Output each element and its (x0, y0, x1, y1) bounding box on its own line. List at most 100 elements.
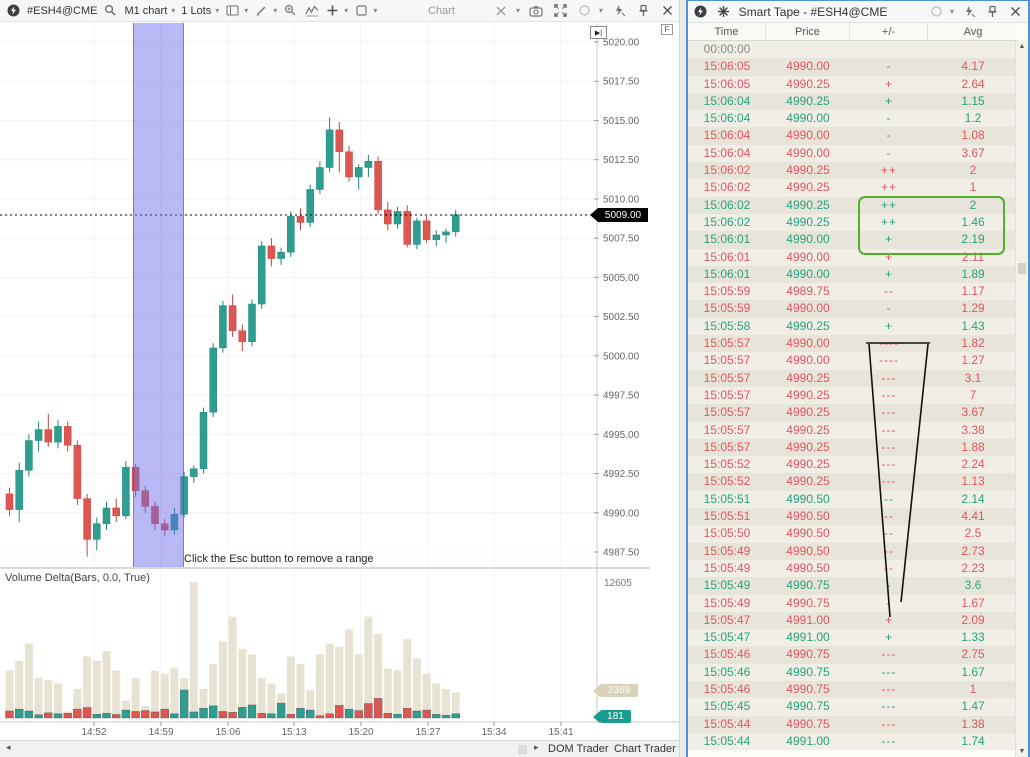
tape-row[interactable]: 15:05:49 4990.50 -- 2.73 (688, 542, 1018, 560)
tape-row[interactable]: 15:05:52 4990.25 --- 1.13 (688, 473, 1018, 491)
lots-selector[interactable]: 1 Lots (181, 4, 212, 17)
tape-row[interactable]: 15:06:02 4990.25 ++ 1.46 (688, 213, 1018, 232)
timeframe-selector[interactable]: M1 chart (124, 4, 168, 17)
trade-avg: 2.5 (964, 526, 982, 541)
tape-row[interactable]: 15:05:57 4990.25 --- 1.88 (688, 438, 1018, 457)
search-icon[interactable] (103, 3, 118, 18)
tape-row[interactable]: 15:05:46 4990.75 --- 2.75 (688, 646, 1018, 664)
tape-row[interactable]: 15:05:44 4990.75 --- 1.38 (688, 715, 1018, 733)
hotkeys-icon[interactable] (612, 3, 627, 18)
chevron-down-icon[interactable]: ▾ (244, 6, 249, 15)
tape-row[interactable]: 15:06:05 4990.25 +2.64 (688, 75, 1018, 93)
column-header-avg[interactable]: Avg (963, 25, 983, 38)
tape-row[interactable]: 15:05:57 4990.00 ---- 1.27 (688, 352, 1018, 370)
svg-text:15:27: 15:27 (415, 727, 440, 738)
chevron-down-icon[interactable]: ▾ (949, 7, 954, 16)
tape-row[interactable]: 15:06:04 4990.00 - 1.2 (688, 110, 1018, 128)
tape-row[interactable]: 15:06:02 4990.25 ++ 2 (688, 196, 1018, 214)
settings-asterisk-icon[interactable] (716, 4, 731, 19)
tape-row[interactable]: 15:05:49 4990.75 - 1.67 (688, 594, 1018, 612)
chevron-down-icon[interactable]: ▾ (171, 6, 176, 15)
tape-row[interactable]: 15:05:57 4990.25 --- 3.1 (688, 369, 1018, 387)
tape-row[interactable]: 15:05:57 4990.25 --- 7 (688, 386, 1018, 405)
link-channel-icon[interactable] (577, 3, 592, 18)
close-icon[interactable] (660, 3, 675, 18)
indicators-icon[interactable] (304, 3, 319, 18)
tape-row[interactable]: 15:05:46 4990.75 --- 1 (688, 680, 1018, 699)
tape-row[interactable]: 15:05:58 4990.25 +1.43 (688, 317, 1018, 336)
screenshot-camera-icon[interactable] (529, 3, 544, 18)
trade-direction: --- (881, 457, 897, 472)
favorites-badge[interactable]: F (661, 24, 673, 35)
chevron-down-icon[interactable]: ▾ (344, 6, 349, 15)
tape-row[interactable]: 15:05:57 4990.25 --- 3.67 (688, 404, 1018, 422)
chevron-down-icon[interactable]: ▾ (515, 6, 520, 15)
tape-row[interactable]: 15:06:04 4990.00 - 1.08 (688, 127, 1018, 145)
hotkeys-icon[interactable] (962, 4, 977, 19)
link-channel-icon[interactable] (929, 4, 944, 19)
chevron-down-icon[interactable]: ▾ (598, 6, 603, 15)
chart-style-icon[interactable] (225, 3, 240, 18)
close-icon[interactable] (1008, 4, 1023, 19)
tape-row[interactable]: 15:05:57 4990.25 --- 3.38 (688, 421, 1018, 439)
tape-row[interactable]: 15:05:59 4989.75 -- 1.17 (688, 283, 1018, 301)
tape-row[interactable]: 15:06:02 4990.25 ++ 2 (688, 162, 1018, 180)
scroll-down-arrow[interactable]: ▼ (1018, 748, 1026, 755)
tape-row[interactable]: 15:06:04 4990.25 +1.15 (688, 92, 1018, 111)
tape-row[interactable]: 00:00:00 (688, 41, 1018, 59)
tape-row[interactable]: 15:05:45 4990.75 --- 1.47 (688, 698, 1018, 716)
svg-text:4995.00: 4995.00 (603, 430, 640, 441)
tape-row[interactable]: 15:05:50 4990.50 -- 2.5 (688, 525, 1018, 543)
panel-splitter[interactable] (679, 0, 686, 757)
tape-row[interactable]: 15:05:52 4990.25 --- 2.24 (688, 456, 1018, 474)
column-header-sign[interactable]: +/- (850, 23, 928, 40)
tape-row[interactable]: 15:06:01 4990.00 +2.19 (688, 231, 1018, 249)
tape-row[interactable]: 15:05:47 4991.00 +1.33 (688, 629, 1018, 647)
tape-row[interactable]: 15:05:49 4990.50 -- 2.23 (688, 559, 1018, 578)
tape-row[interactable]: 15:05:49 4990.75 - 3.6 (688, 577, 1018, 595)
chevron-down-icon[interactable]: ▾ (215, 6, 220, 15)
column-header-price[interactable]: Price (766, 23, 850, 40)
tab-chart-trader[interactable]: Chart Trader (614, 743, 676, 755)
tape-row[interactable]: 15:06:05 4990.00 - 4.17 (688, 58, 1018, 76)
trade-price: 4990.25 (786, 370, 830, 385)
tape-row[interactable]: 15:05:47 4991.00 +2.09 (688, 611, 1018, 630)
chevron-down-icon[interactable]: ▾ (273, 6, 278, 15)
chevron-down-icon[interactable]: ▾ (373, 6, 378, 15)
tape-row[interactable]: 15:05:59 4990.00 - 1.29 (688, 300, 1018, 318)
trade-avg: 1.27 (961, 353, 985, 368)
scroll-up-arrow[interactable]: ▲ (1018, 43, 1026, 50)
pin-icon[interactable] (636, 3, 651, 18)
symbol-label[interactable]: #ESH4@CME (27, 4, 98, 17)
trade-direction: -- (884, 284, 894, 299)
jump-to-latest-button[interactable]: ▶| (590, 26, 607, 39)
selected-range-band[interactable] (133, 23, 184, 567)
volume-delta-indicator-label[interactable]: Volume Delta(Bars, 0.0, True) (5, 572, 150, 584)
scrollbar-thumb[interactable] (1018, 263, 1026, 274)
tape-row[interactable]: 15:05:51 4990.50 -- 4.41 (688, 508, 1018, 526)
scrollbar-handle[interactable] (518, 745, 527, 754)
crosshair-icon[interactable] (494, 3, 509, 18)
tape-row[interactable]: 15:06:04 4990.00 - 3.67 (688, 144, 1018, 163)
tab-dom-trader[interactable]: DOM Trader (548, 743, 609, 755)
pin-icon[interactable] (985, 4, 1000, 19)
trade-direction: -- (884, 526, 894, 541)
zoom-in-icon[interactable] (283, 3, 298, 18)
drawing-tools-icon[interactable] (254, 3, 269, 18)
tape-row[interactable]: 15:06:01 4990.00 +1.89 (688, 265, 1018, 284)
fullscreen-expand-icon[interactable] (553, 3, 568, 18)
tape-scrollbar[interactable]: ▲ ▼ (1015, 41, 1028, 757)
price-chart-canvas[interactable]: 5020.00 5017.50 5015.00 5012.50 5010.00 5007.… (0, 0, 679, 740)
tape-row[interactable]: 15:05:46 4990.75 --- 1.67 (688, 663, 1018, 681)
tape-row[interactable]: 15:05:44 4991.00 --- 1.74 (688, 732, 1018, 751)
templates-icon[interactable] (354, 3, 369, 18)
add-object-icon[interactable] (325, 3, 340, 18)
scroll-left-arrow[interactable]: ◂ (6, 742, 11, 752)
tape-row[interactable]: 15:05:51 4990.50 -- 2.14 (688, 490, 1018, 509)
scroll-right-arrow[interactable]: ▸ (534, 742, 539, 752)
column-header-time[interactable]: Time (688, 23, 766, 40)
tape-row[interactable]: 15:06:02 4990.25 ++ 1 (688, 179, 1018, 197)
tape-row[interactable]: 15:06:01 4990.00 +2.11 (688, 248, 1018, 266)
trade-time: 15:06:04 (703, 93, 751, 108)
tape-row[interactable]: 15:05:57 4990.00 ---- 1.82 (688, 335, 1018, 353)
